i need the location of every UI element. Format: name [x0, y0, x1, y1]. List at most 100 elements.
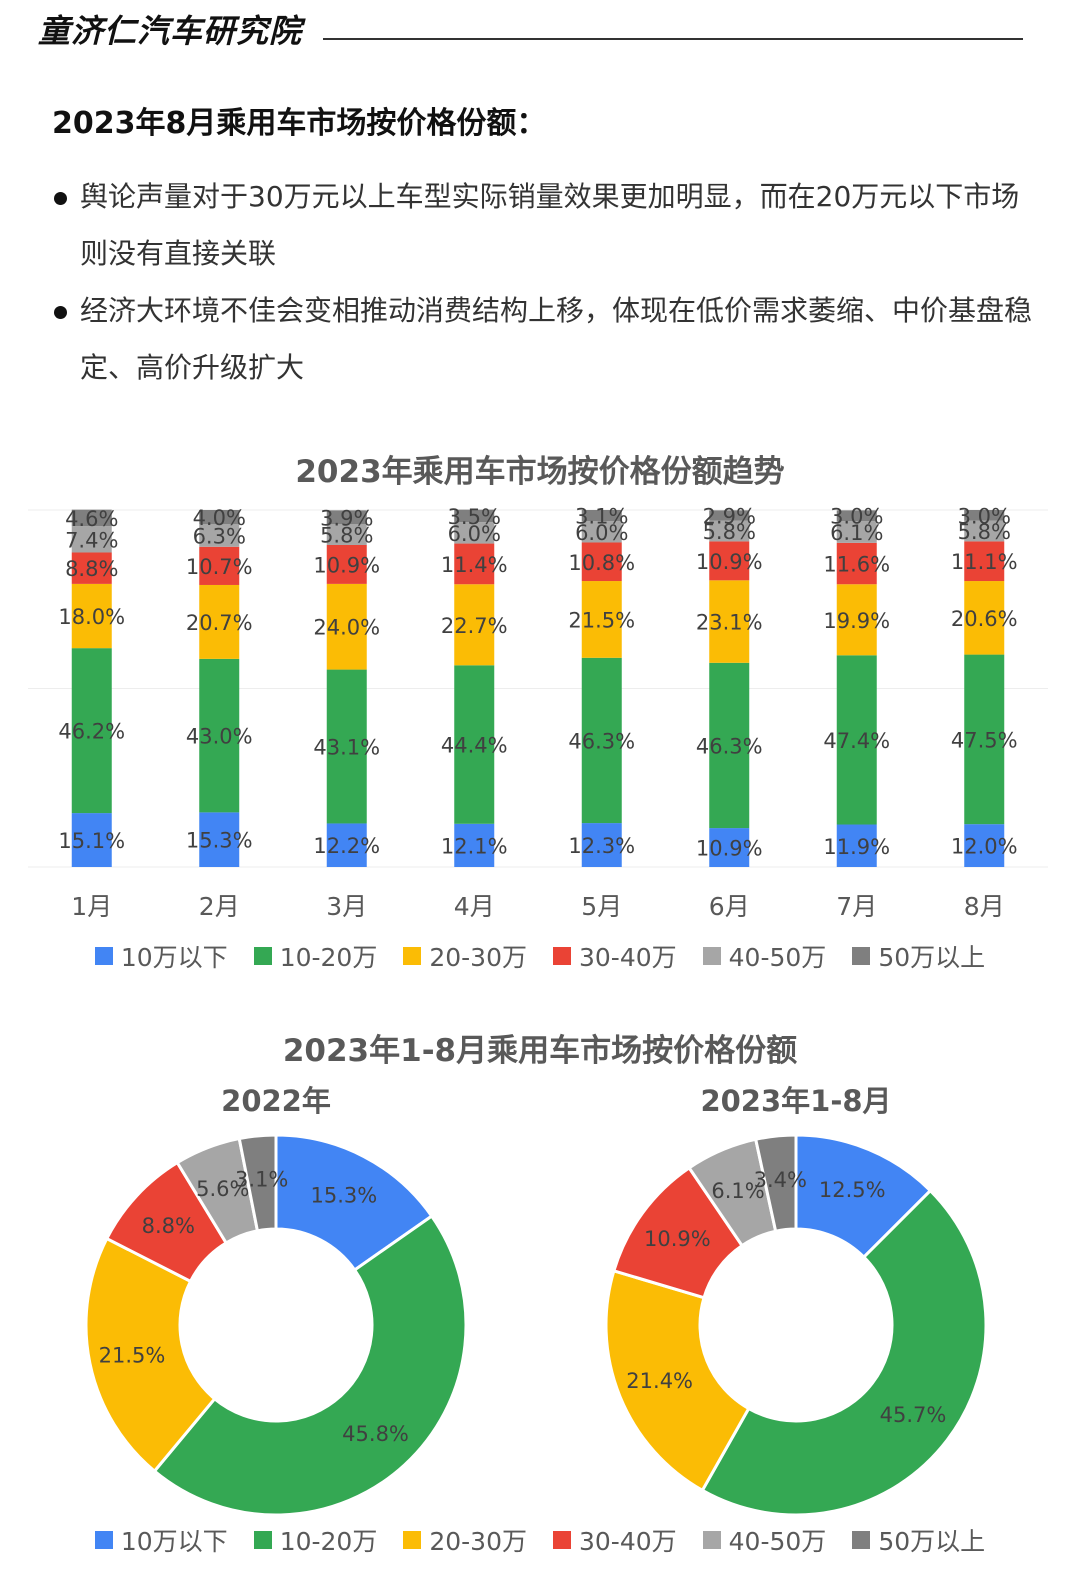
donut-section-title: 2023年1-8月乘用车市场按价格份额 — [282, 1033, 798, 1069]
slice-label: 3.4% — [754, 1168, 807, 1192]
bar-segment — [709, 662, 750, 829]
bar-segment — [836, 824, 877, 867]
legend-item: 10万以下 — [94, 938, 228, 974]
legend-item: 40-50万 — [702, 938, 827, 974]
legend-swatch — [852, 1531, 871, 1549]
bar-segment — [326, 524, 367, 545]
x-tick-label: 8月 — [964, 892, 1005, 921]
donut-slice — [700, 1188, 988, 1517]
legend-swatch — [553, 1531, 571, 1549]
x-tick-label: 1月 — [71, 892, 112, 921]
data-label: 22.7% — [441, 614, 508, 638]
data-label: 11.6% — [823, 553, 890, 577]
bar-segment — [454, 665, 495, 824]
bar-segment — [454, 823, 495, 867]
bar-segment — [836, 510, 877, 522]
donut-slice — [604, 1268, 751, 1493]
bar-segment — [199, 812, 240, 867]
bar-segment — [71, 552, 112, 584]
bar-segment — [326, 669, 367, 824]
legend-label: 10万以下 — [120, 1527, 228, 1556]
data-label: 43.0% — [186, 725, 253, 749]
bar-segment — [326, 823, 367, 867]
bar-segment — [71, 813, 112, 867]
data-label: 2.9% — [703, 505, 756, 529]
bar-segment — [454, 543, 495, 585]
legend-item: 20-30万 — [403, 1522, 527, 1558]
data-label: 6.1% — [830, 521, 883, 545]
data-label: 23.1% — [696, 611, 763, 635]
donut-subtitle: 2022年 — [221, 1084, 331, 1118]
legend-label: 40-50万 — [728, 943, 827, 972]
data-label: 10.9% — [696, 837, 763, 861]
bar-chart-legend: 10万以下 10-20万 20-30万 30-40万 40-50万 50万以上 — [0, 938, 1080, 974]
data-label: 11.1% — [951, 550, 1018, 574]
legend-item: 10万以下 — [94, 1522, 228, 1558]
data-label: 20.6% — [951, 607, 1018, 631]
legend-swatch — [94, 947, 113, 965]
legend-item: 40-50万 — [702, 1522, 826, 1558]
data-label: 3.5% — [448, 505, 501, 529]
slice-label: 10.9% — [644, 1227, 711, 1251]
slice-label: 15.3% — [311, 1184, 378, 1208]
legend-swatch — [253, 1531, 272, 1549]
brand-logo: 童济仁汽车研究院 — [38, 12, 303, 50]
legend-swatch — [702, 1531, 721, 1549]
donut-slice — [753, 1133, 798, 1233]
donut-chart-legend: 10万以下 10-20万 20-30万 30-40万 40-50万 50万以上 — [0, 1522, 1080, 1558]
bar-segment — [836, 584, 877, 656]
legend-swatch — [403, 1531, 422, 1549]
data-label: 43.1% — [313, 736, 380, 760]
slice-label: 5.6% — [196, 1177, 249, 1201]
bar-segment — [709, 580, 750, 663]
header-divider — [323, 38, 1023, 40]
donut-slice — [237, 1133, 278, 1233]
slice-label: 12.5% — [819, 1178, 886, 1202]
data-label: 24.0% — [313, 616, 380, 640]
bar-segment — [709, 828, 750, 867]
x-tick-label: 5月 — [581, 892, 622, 921]
x-tick-label: 4月 — [454, 892, 495, 921]
data-label: 21.5% — [568, 608, 635, 632]
data-label: 47.5% — [951, 728, 1018, 752]
legend-item: 10-20万 — [253, 938, 378, 974]
data-label: 12.2% — [313, 834, 380, 858]
legend-label: 50万以上 — [878, 943, 986, 972]
bar-segment — [709, 541, 750, 581]
legend-label: 20-30万 — [429, 1527, 527, 1556]
legend-swatch — [403, 947, 422, 965]
data-label: 46.2% — [58, 720, 125, 744]
legend-label: 10万以下 — [120, 943, 228, 972]
bar-segment — [964, 654, 1005, 825]
legend-label: 10-20万 — [279, 943, 378, 972]
data-label: 6.0% — [575, 521, 628, 545]
legend-item: 50万以上 — [852, 1522, 985, 1558]
donut-subtitle: 2023年1-8月 — [700, 1084, 891, 1118]
bar-segment — [836, 542, 877, 585]
bar-segment — [199, 524, 240, 547]
data-label: 20.7% — [186, 611, 253, 635]
bar-segment — [326, 544, 367, 584]
bar-segment — [454, 584, 495, 666]
data-label: 3.9% — [320, 506, 373, 530]
legend-item: 20-30万 — [403, 938, 527, 974]
data-label: 10.9% — [313, 553, 380, 577]
data-label: 6.3% — [193, 525, 246, 549]
bar-segment — [71, 583, 112, 649]
x-tick-label: 2月 — [199, 892, 240, 921]
legend-swatch — [553, 947, 571, 965]
data-label: 46.3% — [568, 729, 635, 753]
slice-label: 21.4% — [626, 1369, 693, 1393]
bullet-dot-icon — [54, 192, 67, 205]
data-label: 10.7% — [186, 555, 253, 579]
bullet-text: 舆论声量对于30万元以上车型实际销量效果更加明显，而在20万元以下市场则没有直接… — [80, 180, 1020, 270]
bullet-list: 舆论声量对于30万元以上车型实际销量效果更加明显，而在20万元以下市场则没有直接… — [52, 168, 1037, 396]
bar-segment — [836, 521, 877, 543]
legend-label: 50万以上 — [878, 1527, 986, 1556]
bullet-text: 经济大环境不佳会变相推动消费结构上移，体现在低价需求萎缩、中价基盘稳定、高价升级… — [80, 294, 1033, 384]
bullet-dot-icon — [54, 306, 67, 319]
bar-segment — [326, 510, 367, 525]
donut-slice — [84, 1236, 217, 1474]
bar-segment — [71, 648, 112, 814]
bar-segment — [709, 520, 750, 542]
